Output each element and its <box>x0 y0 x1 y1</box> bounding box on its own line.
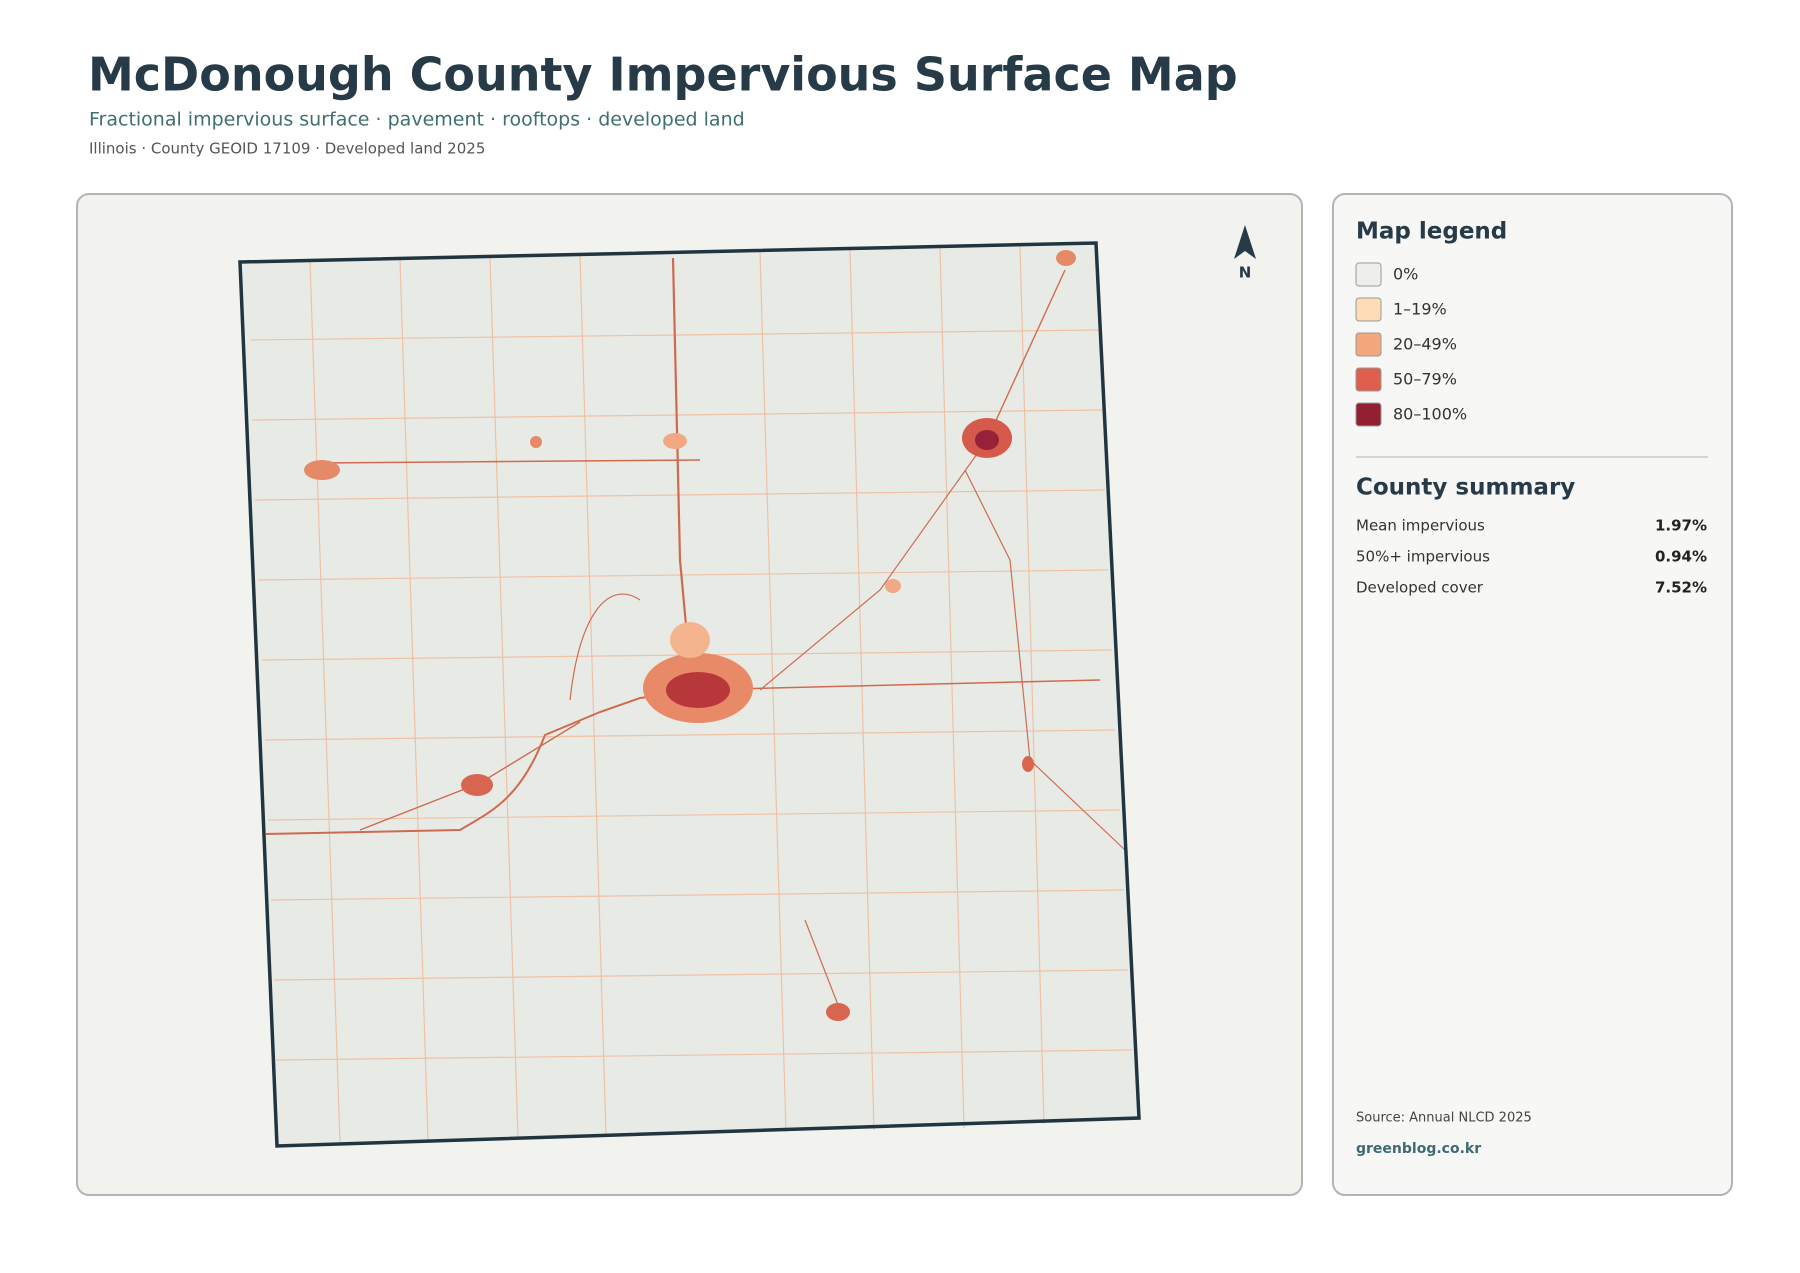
towns <box>304 250 1076 1021</box>
source: Source: Annual NLCD 2025 <box>1356 1111 1532 1126</box>
north-arrow <box>1234 225 1256 259</box>
summary-label: Developed cover <box>1356 579 1484 597</box>
legend-swatch <box>1355 262 1382 287</box>
map: N <box>238 225 1256 1148</box>
summary-value: 7.52% <box>1655 579 1707 597</box>
subtitle: Fractional impervious surface · pavement… <box>89 109 745 131</box>
legend-label: 80–100% <box>1393 405 1467 424</box>
legend-label: 50–79% <box>1393 370 1457 389</box>
title: McDonough County Impervious Surface Map <box>88 48 1238 102</box>
legend-label: 20–49% <box>1393 335 1457 354</box>
legend-swatch <box>1355 297 1382 322</box>
summary-label: 50%+ impervious <box>1356 548 1490 566</box>
legend-items: 0% 1–19% 20–49% 50–79% 80–100% <box>1355 262 1467 427</box>
legend-swatch <box>1355 367 1382 392</box>
legend-label: 1–19% <box>1393 300 1447 319</box>
summary-title: County summary <box>1356 475 1575 501</box>
legend-label: 0% <box>1393 265 1418 284</box>
legend-swatch <box>1355 332 1382 357</box>
meta: Illinois · County GEOID 17109 · Develope… <box>89 140 485 158</box>
summary-label: Mean impervious <box>1356 517 1485 535</box>
legend-title: Map legend <box>1356 219 1507 245</box>
site: greenblog.co.kr <box>1356 1141 1481 1157</box>
legend-panel <box>1332 193 1733 1196</box>
summary-value: 1.97% <box>1655 517 1707 535</box>
county-outline <box>238 241 1141 1148</box>
north-label: N <box>1239 264 1252 282</box>
summary-rows: Mean impervious 1.97% 50%+ impervious 0.94%… <box>1356 517 1707 597</box>
legend-swatch <box>1355 402 1382 427</box>
summary-value: 0.94% <box>1655 548 1707 566</box>
